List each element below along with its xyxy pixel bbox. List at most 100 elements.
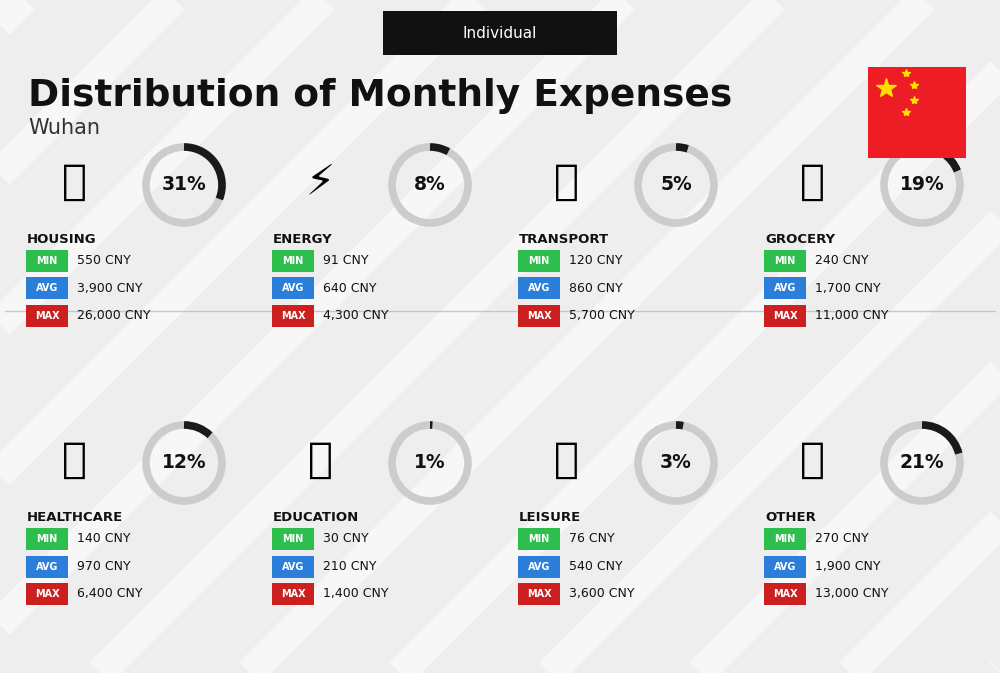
Text: 🚌: 🚌 xyxy=(554,161,578,203)
FancyBboxPatch shape xyxy=(764,250,806,272)
Text: 4,300 CNY: 4,300 CNY xyxy=(323,310,388,322)
Text: AVG: AVG xyxy=(282,561,304,571)
Text: MAX: MAX xyxy=(773,311,797,321)
Text: 1,900 CNY: 1,900 CNY xyxy=(815,560,880,573)
Text: 3,900 CNY: 3,900 CNY xyxy=(77,282,143,295)
Text: 31%: 31% xyxy=(162,176,206,194)
Text: 6,400 CNY: 6,400 CNY xyxy=(77,588,143,600)
Text: 76 CNY: 76 CNY xyxy=(569,532,615,546)
Text: 1,700 CNY: 1,700 CNY xyxy=(815,282,881,295)
Text: 640 CNY: 640 CNY xyxy=(323,282,376,295)
Text: 1%: 1% xyxy=(414,454,446,472)
FancyBboxPatch shape xyxy=(272,528,314,550)
Text: 120 CNY: 120 CNY xyxy=(569,254,622,267)
Text: 91 CNY: 91 CNY xyxy=(323,254,368,267)
Text: 8%: 8% xyxy=(414,176,446,194)
FancyBboxPatch shape xyxy=(518,555,560,577)
FancyBboxPatch shape xyxy=(26,555,68,577)
Text: HOUSING: HOUSING xyxy=(27,233,97,246)
FancyBboxPatch shape xyxy=(26,250,68,272)
Text: AVG: AVG xyxy=(528,561,550,571)
Text: MAX: MAX xyxy=(527,311,551,321)
FancyBboxPatch shape xyxy=(272,277,314,299)
FancyBboxPatch shape xyxy=(764,305,806,327)
Text: 🛒: 🛒 xyxy=(799,161,824,203)
Text: 240 CNY: 240 CNY xyxy=(815,254,868,267)
FancyBboxPatch shape xyxy=(272,250,314,272)
FancyBboxPatch shape xyxy=(272,555,314,577)
Text: MAX: MAX xyxy=(281,311,305,321)
Text: 1,400 CNY: 1,400 CNY xyxy=(323,588,388,600)
Text: AVG: AVG xyxy=(528,283,550,293)
Text: MIN: MIN xyxy=(774,256,796,266)
Text: AVG: AVG xyxy=(282,283,304,293)
Text: 🩺: 🩺 xyxy=(62,439,87,481)
Text: 3%: 3% xyxy=(660,454,692,472)
Text: MAX: MAX xyxy=(773,589,797,599)
Text: GROCERY: GROCERY xyxy=(765,233,835,246)
Text: MAX: MAX xyxy=(527,589,551,599)
Text: MIN: MIN xyxy=(528,534,550,544)
FancyBboxPatch shape xyxy=(272,583,314,605)
Text: 21%: 21% xyxy=(900,454,944,472)
FancyBboxPatch shape xyxy=(764,277,806,299)
Text: MIN: MIN xyxy=(774,534,796,544)
FancyBboxPatch shape xyxy=(518,583,560,605)
FancyBboxPatch shape xyxy=(26,528,68,550)
Text: HEALTHCARE: HEALTHCARE xyxy=(27,511,123,524)
Text: MIN: MIN xyxy=(282,256,304,266)
Text: AVG: AVG xyxy=(36,561,58,571)
Text: OTHER: OTHER xyxy=(765,511,816,524)
Text: 19%: 19% xyxy=(900,176,944,194)
Text: 30 CNY: 30 CNY xyxy=(323,532,369,546)
Text: LEISURE: LEISURE xyxy=(519,511,581,524)
FancyBboxPatch shape xyxy=(764,528,806,550)
Text: MAX: MAX xyxy=(35,589,59,599)
Text: EDUCATION: EDUCATION xyxy=(273,511,359,524)
FancyBboxPatch shape xyxy=(26,583,68,605)
Text: MAX: MAX xyxy=(281,589,305,599)
Text: 💰: 💰 xyxy=(799,439,824,481)
FancyBboxPatch shape xyxy=(518,250,560,272)
Text: 5%: 5% xyxy=(660,176,692,194)
Text: 5,700 CNY: 5,700 CNY xyxy=(569,310,635,322)
Text: 140 CNY: 140 CNY xyxy=(77,532,130,546)
Text: 210 CNY: 210 CNY xyxy=(323,560,376,573)
Text: Individual: Individual xyxy=(463,26,537,40)
FancyBboxPatch shape xyxy=(26,305,68,327)
FancyBboxPatch shape xyxy=(26,277,68,299)
Text: Wuhan: Wuhan xyxy=(28,118,100,138)
FancyBboxPatch shape xyxy=(518,277,560,299)
FancyBboxPatch shape xyxy=(518,305,560,327)
Text: ENERGY: ENERGY xyxy=(273,233,333,246)
Text: 🎓: 🎓 xyxy=(308,439,332,481)
Text: 26,000 CNY: 26,000 CNY xyxy=(77,310,150,322)
Text: 11,000 CNY: 11,000 CNY xyxy=(815,310,888,322)
Text: AVG: AVG xyxy=(36,283,58,293)
Text: MIN: MIN xyxy=(528,256,550,266)
Text: 🛍: 🛍 xyxy=(554,439,578,481)
Text: ⚡: ⚡ xyxy=(305,161,335,203)
FancyBboxPatch shape xyxy=(518,528,560,550)
Text: TRANSPORT: TRANSPORT xyxy=(519,233,609,246)
Text: MAX: MAX xyxy=(35,311,59,321)
FancyBboxPatch shape xyxy=(764,583,806,605)
FancyBboxPatch shape xyxy=(272,305,314,327)
Text: 550 CNY: 550 CNY xyxy=(77,254,131,267)
Text: MIN: MIN xyxy=(36,256,58,266)
Text: 13,000 CNY: 13,000 CNY xyxy=(815,588,888,600)
Text: MIN: MIN xyxy=(282,534,304,544)
Text: 860 CNY: 860 CNY xyxy=(569,282,623,295)
Text: MIN: MIN xyxy=(36,534,58,544)
Text: 🏢: 🏢 xyxy=(62,161,87,203)
Text: 12%: 12% xyxy=(162,454,206,472)
Text: AVG: AVG xyxy=(774,283,796,293)
Text: 970 CNY: 970 CNY xyxy=(77,560,131,573)
FancyBboxPatch shape xyxy=(764,555,806,577)
Text: AVG: AVG xyxy=(774,561,796,571)
Text: 540 CNY: 540 CNY xyxy=(569,560,623,573)
FancyBboxPatch shape xyxy=(383,11,617,55)
Text: Distribution of Monthly Expenses: Distribution of Monthly Expenses xyxy=(28,78,732,114)
Text: 3,600 CNY: 3,600 CNY xyxy=(569,588,635,600)
Text: 270 CNY: 270 CNY xyxy=(815,532,869,546)
